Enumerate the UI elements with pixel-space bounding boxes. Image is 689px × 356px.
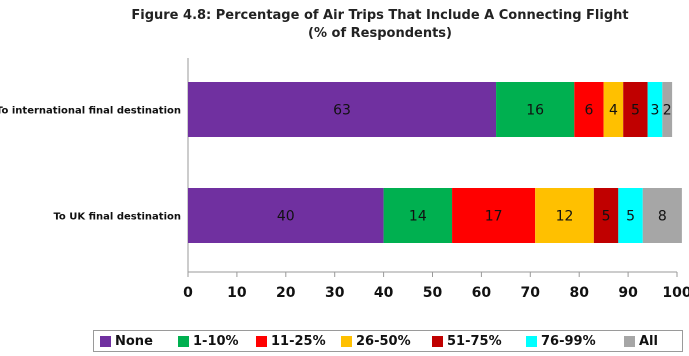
data-label: 3 — [651, 103, 660, 119]
legend-swatch — [432, 336, 443, 347]
x-tick-label: 60 — [472, 285, 492, 301]
bar-segment — [574, 82, 604, 137]
x-tick-label: 80 — [569, 285, 589, 301]
legend-swatch — [178, 336, 189, 347]
legend-swatch — [256, 336, 267, 347]
x-tick-label: 70 — [521, 285, 541, 301]
bar-segment — [603, 82, 624, 137]
bar-segment — [647, 82, 663, 137]
legend: None 1-10% 11-25% 26-50% 51-75% 76-99% All — [93, 330, 683, 352]
legend-item: 76-99% — [526, 334, 596, 349]
legend-swatch — [341, 336, 352, 347]
bar-segment — [383, 188, 453, 243]
chart-title-line2: (% of Respondents) — [308, 26, 452, 41]
data-label: 2 — [663, 103, 672, 119]
bar-segment — [623, 82, 648, 137]
legend-label: 1-10% — [193, 334, 239, 349]
legend-label: 26-50% — [356, 334, 411, 349]
x-tick-label: 30 — [325, 285, 345, 301]
data-label: 17 — [485, 209, 503, 225]
legend-item: 26-50% — [341, 334, 411, 349]
data-label: 12 — [556, 209, 574, 225]
x-tick-label: 40 — [374, 285, 394, 301]
data-label: 6 — [585, 103, 594, 119]
data-label: 63 — [333, 103, 351, 119]
legend-label: All — [639, 334, 658, 349]
x-tick-label: 50 — [423, 285, 443, 301]
legend-swatch — [526, 336, 537, 347]
data-label: 5 — [602, 209, 611, 225]
data-label: 40 — [277, 209, 295, 225]
bar-segment — [188, 188, 384, 243]
bar-segment — [535, 188, 594, 243]
data-label: 8 — [658, 209, 667, 225]
bar-segment — [662, 82, 673, 137]
bar-segment — [188, 82, 497, 137]
bar-segment — [496, 82, 575, 137]
data-label: 4 — [609, 103, 618, 119]
x-tick-label: 90 — [618, 285, 638, 301]
legend-label: 76-99% — [541, 334, 596, 349]
legend-item: 1-10% — [178, 334, 239, 349]
legend-item: 51-75% — [432, 334, 502, 349]
x-tick-label: 20 — [276, 285, 296, 301]
bar-segment — [593, 188, 619, 243]
bar-segment — [452, 188, 536, 243]
data-label: 5 — [631, 103, 640, 119]
x-tick-label: 10 — [227, 285, 247, 301]
legend-label: 11-25% — [271, 334, 326, 349]
legend-swatch — [100, 336, 111, 347]
bar-segment — [642, 188, 682, 243]
x-tick-label: 0 — [183, 285, 193, 301]
data-label: 14 — [409, 209, 427, 225]
category-label: To international final destination — [0, 106, 181, 117]
x-tick-label: 100 — [662, 285, 689, 301]
legend-label: None — [115, 334, 153, 349]
legend-item: None — [100, 334, 153, 349]
chart-title-line1: Figure 4.8: Percentage of Air Trips That… — [131, 8, 629, 23]
legend-item: All — [624, 334, 658, 349]
legend-label: 51-75% — [447, 334, 502, 349]
legend-swatch — [624, 336, 635, 347]
bar-segment — [618, 188, 643, 243]
category-label: To UK final destination — [53, 212, 181, 223]
data-label: 5 — [626, 209, 635, 225]
data-label: 16 — [526, 103, 544, 119]
legend-item: 11-25% — [256, 334, 326, 349]
